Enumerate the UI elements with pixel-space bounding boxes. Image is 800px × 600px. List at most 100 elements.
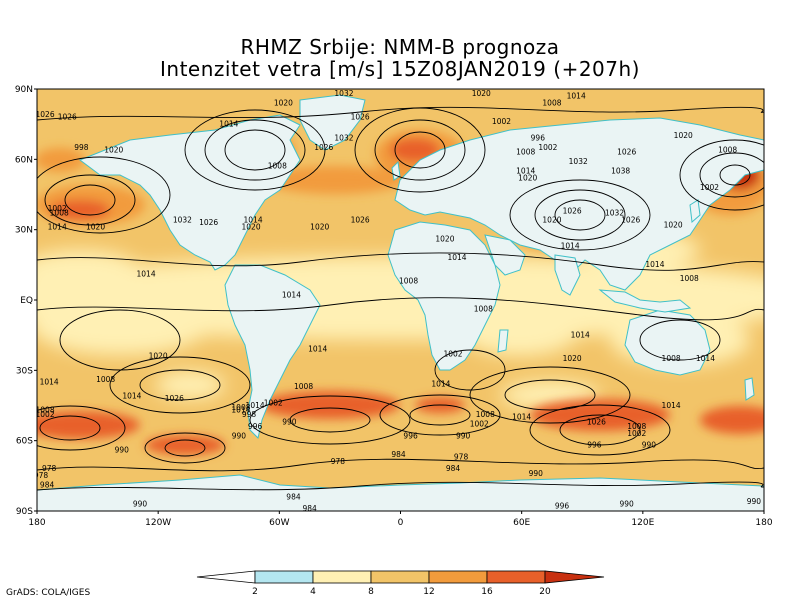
lon-tick-label: 0: [398, 518, 404, 528]
isobar-label: 1008: [542, 98, 561, 107]
legend-label: 12: [423, 587, 434, 597]
isobar-label: 1020: [310, 223, 329, 232]
isobar: [144, 432, 226, 464]
greenland: [299, 94, 366, 151]
tropical-calm-band: [37, 256, 764, 340]
isobar-label: 998: [74, 143, 89, 152]
isobar-label: 1020: [242, 223, 261, 232]
isobar: [37, 458, 764, 472]
isobar-label: 990: [234, 518, 249, 527]
india: [554, 254, 581, 296]
legend-swatch: [486, 570, 546, 584]
isobar: [719, 164, 751, 186]
isobar: [37, 106, 764, 121]
africa: [387, 221, 501, 371]
isobar-label: 978: [34, 471, 49, 480]
isobar: [679, 139, 764, 211]
isobar-label: 1014: [571, 331, 590, 340]
isobar-label: 1008: [474, 305, 493, 314]
isobar: [529, 404, 671, 456]
isobar-label: 1002: [627, 429, 646, 438]
isobar-label: 1008: [718, 145, 737, 154]
isobar: [289, 407, 371, 433]
isobar-label: 1014: [40, 377, 59, 386]
lon-tick-label: 180: [28, 518, 45, 528]
isobar-label: 1008: [399, 277, 418, 286]
isobar: [504, 379, 596, 411]
isobar: [639, 319, 721, 361]
isobar-label: 1008: [50, 209, 69, 218]
isobar: [64, 184, 116, 216]
isobar-label: 1002: [36, 410, 55, 419]
isobar-label: 1014: [137, 270, 156, 279]
isobar-label: 1008: [680, 274, 699, 283]
isobar: [37, 481, 764, 491]
isobar-label: 1014: [219, 120, 238, 129]
isobar-label: 1014: [282, 291, 301, 300]
isobar: [374, 119, 466, 181]
isobar-label: 1020: [542, 216, 561, 225]
isobar-label: 1032: [173, 216, 192, 225]
legend-label: 8: [368, 587, 374, 597]
legend-swatch: [254, 570, 314, 584]
japan: [689, 199, 701, 224]
isobar-label: 978: [331, 457, 346, 466]
isobar-label: 1020: [274, 98, 293, 107]
lat-tick-label: EQ: [20, 296, 33, 306]
lat-tick-label: 90N: [15, 85, 33, 95]
isobar-label: 1014: [48, 223, 67, 232]
lat-tick-label: 90S: [16, 507, 33, 517]
isobar-label: 1014: [244, 216, 263, 225]
isobar-label: 1014: [231, 406, 250, 415]
isobar-label: 1026: [58, 112, 77, 121]
chart-title-line1: RHMZ Srbije: NMM-B prognoza: [240, 35, 560, 59]
isobar-label: 1026: [587, 417, 606, 426]
isobar-label: 1020: [664, 220, 683, 229]
isobar-label: 1014: [516, 166, 535, 175]
isobar-label: 1026: [199, 218, 218, 227]
isobar-label: 1008: [268, 162, 287, 171]
isobar-label: 1014: [122, 391, 141, 400]
isobar: [37, 156, 171, 234]
australia: [624, 309, 711, 376]
isobar-label: 1032: [569, 157, 588, 166]
isobar-label: 1026: [621, 216, 640, 225]
lon-tick-label: 60W: [269, 518, 289, 528]
isobar-label: 990: [115, 445, 130, 454]
grads-credit: GrADS: COLA/IGES: [6, 588, 91, 598]
lat-tick-label: 60N: [15, 155, 33, 165]
isobar: [434, 349, 506, 391]
isobar: [109, 356, 251, 414]
color-legend: 2 4 8 12 16 20: [196, 570, 605, 597]
isobar-label: 1020: [104, 145, 123, 154]
legend-swatch: [428, 570, 488, 584]
isobar-label: 984: [391, 450, 406, 459]
isobar-label: 1002: [700, 183, 719, 192]
isobar-label: 1026: [165, 394, 184, 403]
lon-tick-label: 120W: [145, 518, 171, 528]
isobar: [699, 152, 764, 198]
isobar-label: 1020: [149, 352, 168, 361]
isobar: [39, 415, 101, 441]
isobar-label: 1026: [563, 206, 582, 215]
isobar-label: 990: [282, 417, 297, 426]
isobar: [554, 199, 606, 231]
isobar-label: 1026: [351, 216, 370, 225]
isobar-label: 990: [133, 499, 148, 508]
isobar-label: 1020: [563, 354, 582, 363]
north-america: [78, 114, 301, 271]
calm-area: [37, 295, 210, 355]
isobar: [509, 179, 651, 251]
southern-jet: [700, 406, 764, 434]
isobar-label: 1038: [611, 166, 630, 175]
isobar: [394, 131, 446, 169]
legend-arrow-high: [544, 570, 605, 584]
isobar-label: 990: [642, 441, 657, 450]
isobar-label: 996: [403, 431, 418, 440]
isobar: [37, 405, 126, 451]
isobar-label: 1020: [435, 234, 454, 243]
legend-swatch: [370, 570, 430, 584]
